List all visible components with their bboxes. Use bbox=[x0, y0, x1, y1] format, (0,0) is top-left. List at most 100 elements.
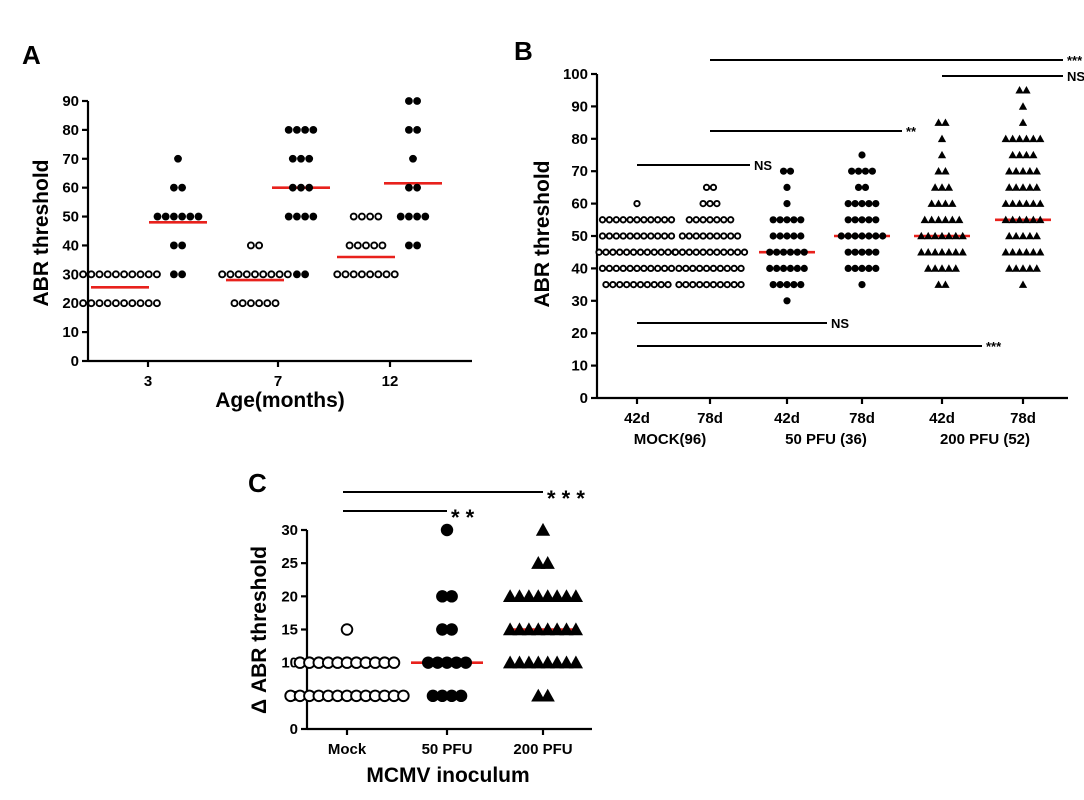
data-point bbox=[602, 248, 610, 256]
data-point bbox=[851, 232, 859, 240]
data-point bbox=[797, 232, 805, 240]
data-point bbox=[1018, 231, 1028, 240]
y-tick-label: 40 bbox=[571, 260, 588, 277]
data-point bbox=[636, 280, 645, 289]
data-point bbox=[120, 270, 129, 279]
data-point bbox=[783, 297, 791, 305]
data-point bbox=[689, 280, 697, 289]
data-point bbox=[685, 232, 693, 240]
data-point bbox=[436, 623, 449, 636]
data-point bbox=[654, 232, 662, 240]
data-point bbox=[374, 212, 383, 221]
data-point bbox=[671, 248, 680, 256]
data-point bbox=[647, 232, 655, 240]
data-point bbox=[934, 118, 943, 126]
data-point bbox=[178, 241, 187, 250]
data-point bbox=[696, 280, 704, 289]
data-point bbox=[1032, 167, 1041, 175]
data-point bbox=[709, 280, 718, 289]
data-point bbox=[769, 216, 777, 224]
data-point bbox=[1008, 248, 1017, 256]
data-point bbox=[103, 270, 112, 279]
y-tick-label: 50 bbox=[62, 209, 79, 226]
data-point bbox=[531, 556, 546, 569]
data-point bbox=[1018, 118, 1028, 126]
significance-label: *** bbox=[986, 339, 1002, 354]
data-point bbox=[692, 248, 700, 256]
data-point bbox=[944, 183, 954, 191]
data-point bbox=[349, 270, 358, 279]
data-point bbox=[397, 689, 410, 703]
data-point bbox=[1032, 183, 1041, 191]
data-point bbox=[531, 655, 546, 669]
data-point bbox=[79, 270, 88, 279]
data-point bbox=[851, 200, 859, 208]
y-tick-label: 0 bbox=[580, 390, 588, 407]
data-point bbox=[699, 199, 707, 208]
data-point bbox=[740, 248, 749, 256]
data-point bbox=[413, 97, 421, 105]
data-point bbox=[865, 200, 873, 208]
data-point bbox=[612, 264, 620, 273]
panel-c: C Δ ABR threshold MCMV inoculum 05101520… bbox=[248, 468, 592, 787]
data-point bbox=[623, 280, 631, 289]
panel-b-medians bbox=[609, 218, 1051, 254]
data-point bbox=[737, 280, 745, 289]
data-point bbox=[103, 299, 112, 308]
data-point bbox=[1011, 183, 1021, 191]
data-point bbox=[340, 623, 354, 636]
panel-b-axes: 0 10 20 30 40 50 60 70 80 90 100 42d 78d 42d 78d 42d 78d… bbox=[563, 66, 1068, 448]
data-point bbox=[609, 248, 617, 256]
data-point bbox=[647, 216, 655, 224]
data-point bbox=[619, 232, 627, 240]
panel-a-points bbox=[79, 97, 430, 308]
data-point bbox=[502, 589, 518, 603]
data-point bbox=[660, 232, 669, 240]
data-point bbox=[640, 232, 648, 240]
data-point bbox=[120, 299, 129, 308]
y-tick-label: 80 bbox=[571, 131, 588, 148]
data-point bbox=[521, 655, 537, 669]
data-point bbox=[445, 590, 458, 603]
data-point bbox=[436, 689, 449, 703]
data-point bbox=[790, 281, 798, 289]
y-tick-label: 50 bbox=[571, 228, 588, 245]
data-point bbox=[605, 232, 614, 240]
data-point bbox=[858, 200, 866, 208]
data-point bbox=[1029, 248, 1038, 256]
data-point bbox=[426, 689, 440, 703]
data-point bbox=[917, 248, 926, 256]
data-point bbox=[865, 232, 873, 240]
significance-label: NS bbox=[831, 316, 849, 331]
data-point bbox=[440, 656, 454, 669]
data-point bbox=[230, 299, 239, 308]
data-point bbox=[382, 270, 391, 279]
data-point bbox=[178, 270, 187, 279]
data-point bbox=[1015, 248, 1024, 256]
data-point bbox=[769, 232, 777, 240]
data-point bbox=[174, 154, 182, 163]
data-point bbox=[502, 622, 518, 636]
panel-c-significance: * * * * * bbox=[343, 486, 585, 530]
y-tick-label: 100 bbox=[563, 66, 588, 83]
x-tick-label: 78d bbox=[1010, 410, 1036, 427]
x-tick-label: 3 bbox=[144, 373, 152, 390]
data-point bbox=[144, 270, 153, 279]
data-point bbox=[305, 154, 314, 163]
data-point bbox=[413, 183, 421, 192]
data-point bbox=[858, 216, 866, 224]
data-point bbox=[521, 622, 537, 636]
panel-c-xlabel: MCMV inoculum bbox=[366, 764, 529, 787]
data-point bbox=[667, 232, 676, 240]
data-point bbox=[685, 216, 693, 224]
data-point bbox=[626, 232, 634, 240]
data-point bbox=[937, 264, 947, 272]
panel-a-medians bbox=[91, 182, 442, 289]
data-point bbox=[293, 212, 301, 221]
data-point bbox=[678, 248, 687, 256]
data-point bbox=[727, 216, 735, 224]
data-point bbox=[1036, 134, 1045, 143]
y-tick-label: 90 bbox=[571, 98, 588, 115]
data-point bbox=[297, 154, 305, 163]
data-point bbox=[868, 167, 876, 175]
